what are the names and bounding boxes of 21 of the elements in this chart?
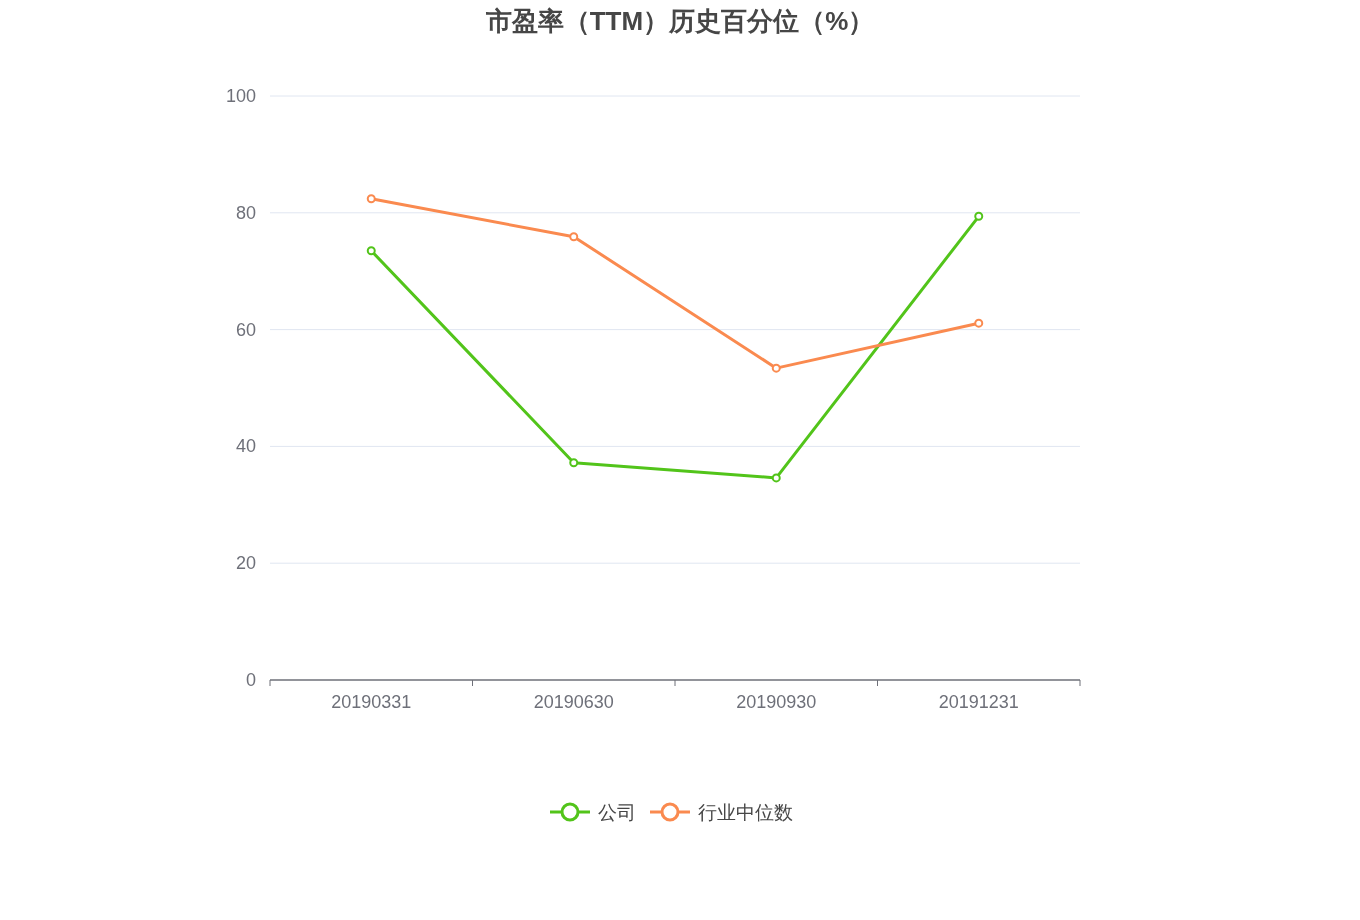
point: [974, 318, 984, 328]
point: [569, 232, 579, 242]
y-tick-label: 100: [225, 86, 256, 106]
y-tick-label: 40: [235, 436, 256, 457]
chart-title: 市盈率（TTM）历史百分位（%）: [484, 6, 875, 36]
point: [366, 246, 376, 256]
point: [366, 194, 376, 204]
y-tick-label: 0: [245, 670, 256, 690]
y-tick-label: 20: [235, 553, 256, 574]
x-tick-label: 20190630: [533, 692, 614, 712]
point: [569, 458, 579, 468]
y-tick-label: 80: [235, 202, 256, 223]
x-tick-label: 20191231: [938, 692, 1019, 712]
legend-label: 行业中位数: [698, 802, 793, 823]
x-tick-label: 20190930: [736, 692, 817, 712]
y-tick-label: 60: [235, 319, 256, 340]
point: [771, 363, 781, 373]
point: [974, 211, 984, 221]
point: [771, 473, 781, 483]
x-tick-label: 20190331: [331, 692, 412, 712]
legend-label: 公司: [598, 802, 636, 823]
